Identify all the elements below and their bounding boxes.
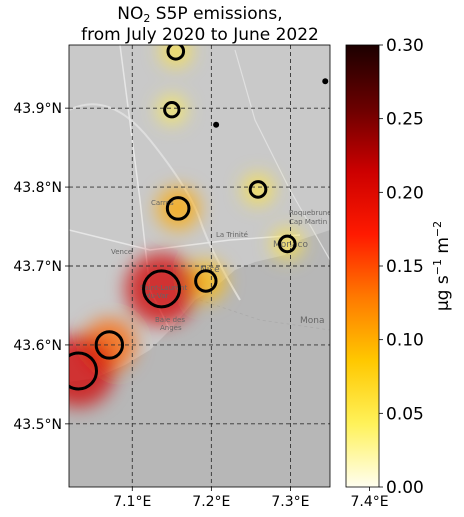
colorbar-ticks: 0.00 0.05 0.10 0.15 0.20 0.25 0.30 xyxy=(379,36,424,498)
heat-blob-1 xyxy=(157,95,187,125)
map-label-vence: Vence xyxy=(111,248,132,256)
y-tick-label-0: 43.5°N xyxy=(13,417,62,433)
colorbar-tick-label-1: 0.05 xyxy=(386,404,424,424)
map-label-roquebrune: Roquebrune xyxy=(289,209,332,217)
map-road-3 xyxy=(234,49,330,261)
heat-blob-5 xyxy=(156,186,200,230)
y-axis: 43.5°N 43.6°N 43.7°N 43.8°N 43.9°N xyxy=(13,101,69,433)
x-tick-label-0: 7.1°E xyxy=(113,494,151,510)
heat-blob-4 xyxy=(242,173,274,206)
point-marker-8 xyxy=(142,269,182,309)
y-tick-label-1: 43.6°N xyxy=(13,338,62,354)
point-marker-9 xyxy=(94,330,125,360)
point-marker-4 xyxy=(248,180,268,199)
map-label-baie: Baie des xyxy=(155,316,185,324)
map-label-capmartin: Cap Martin xyxy=(289,218,327,226)
point-marker-3 xyxy=(322,78,329,85)
point-marker-5 xyxy=(165,196,191,221)
map-label-monaco-sea: Mona xyxy=(300,316,325,326)
map-river xyxy=(69,103,241,301)
map-label-carros: Carros xyxy=(151,199,174,207)
point-marker-6 xyxy=(277,234,297,254)
point-marker-1 xyxy=(163,101,181,119)
chart-title-line1: NO2 S5P emissions, xyxy=(117,4,283,25)
point-marker-7 xyxy=(194,269,218,293)
map-sea-lane xyxy=(199,299,330,331)
colorbar-tick-label-5: 0.25 xyxy=(386,110,424,130)
map-label-du-var: du-Var xyxy=(146,292,169,300)
chart-title-line2: from July 2020 to June 2022 xyxy=(81,25,319,45)
x-tick-label-2: 7.3°E xyxy=(271,494,309,510)
grid-lines xyxy=(69,45,330,487)
point-marker-10 xyxy=(69,351,98,391)
colorbar-tick-label-4: 0.20 xyxy=(386,183,424,203)
map-sea xyxy=(69,230,330,487)
map-road-2 xyxy=(69,229,301,251)
y-tick-label-4: 43.9°N xyxy=(13,101,62,117)
heat-layer xyxy=(69,45,303,407)
colorbar-tick-label-2: 0.10 xyxy=(386,331,424,351)
colorbar-label: μg s−1 m−2 xyxy=(431,221,453,311)
x-tick-label-3: 7.4°E xyxy=(350,494,388,510)
colorbar-tick-label-6: 0.30 xyxy=(386,36,424,56)
heat-blob-6 xyxy=(271,228,303,260)
x-axis: 7.1°E 7.2°E 7.3°E 7.4°E xyxy=(113,487,389,510)
point-marker-2 xyxy=(213,121,220,128)
point-markers xyxy=(69,45,329,391)
heat-blob-8 xyxy=(125,252,198,325)
heat-blob-0 xyxy=(160,45,192,67)
map-label-nice: Nice xyxy=(200,265,220,275)
x-tick-label-1: 7.2°E xyxy=(192,494,230,510)
y-tick-label-3: 43.8°N xyxy=(13,180,62,196)
point-marker-0 xyxy=(166,45,186,61)
map-label-saint-laurent: Saint-Laurent xyxy=(140,284,187,292)
map-label-trinite: La Trinité xyxy=(216,231,248,239)
colorbar-tick-label-3: 0.15 xyxy=(386,257,424,277)
colorbar-tick-label-0: 0.00 xyxy=(386,478,424,498)
y-tick-label-2: 43.7°N xyxy=(13,259,62,275)
map-area: Vence La Trinité Nice Roquebrune Cap Mar… xyxy=(69,45,332,487)
colorbar xyxy=(346,45,379,487)
map-label-anges: Anges xyxy=(160,324,182,332)
